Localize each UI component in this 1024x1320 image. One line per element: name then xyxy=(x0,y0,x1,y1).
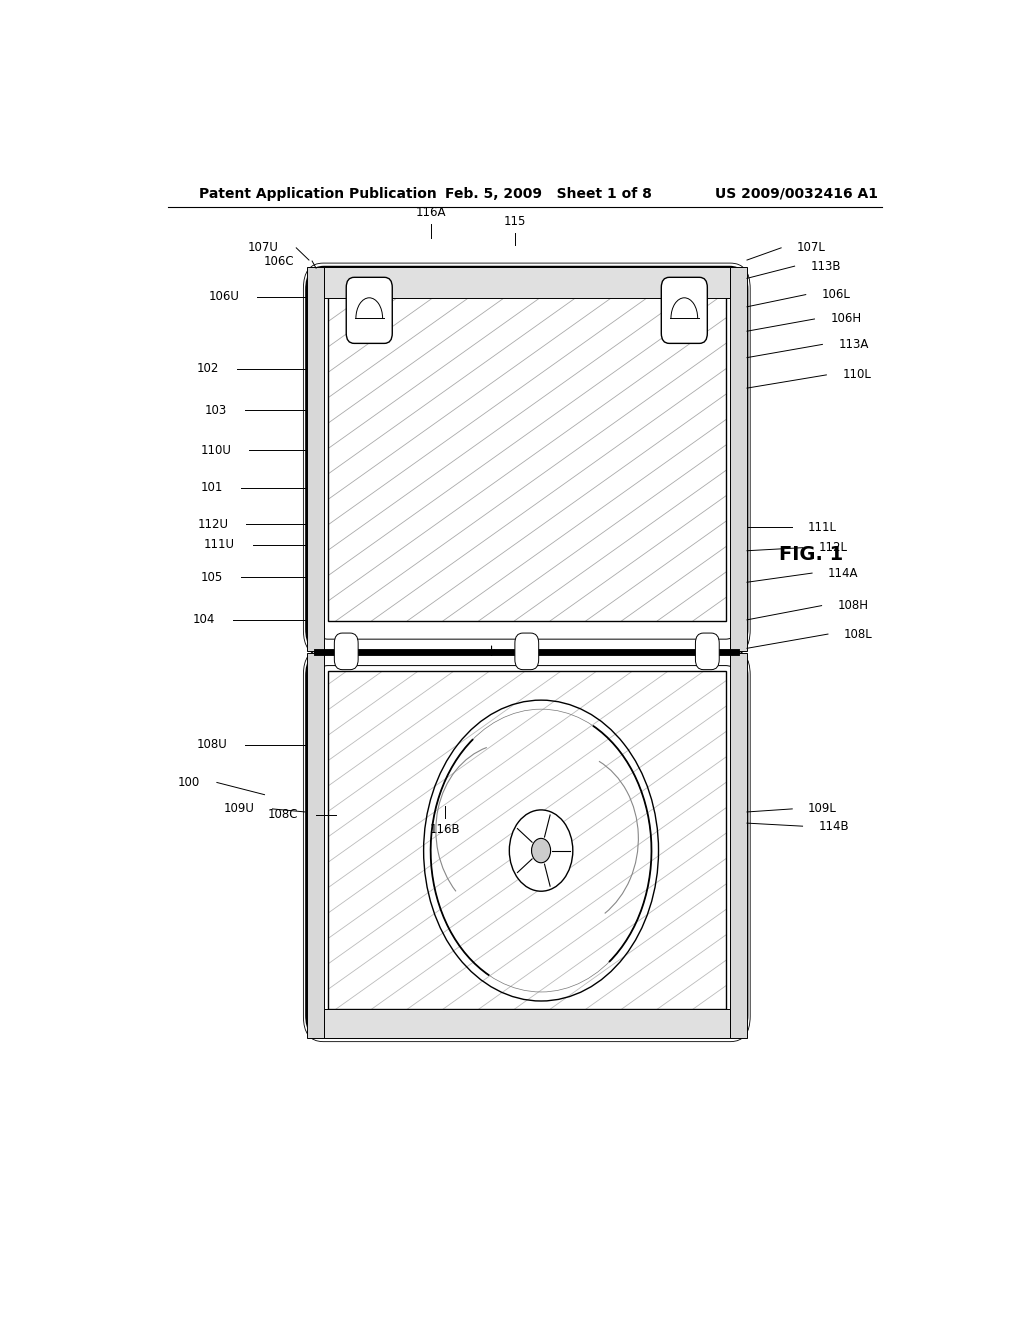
FancyBboxPatch shape xyxy=(306,267,748,651)
Text: 112L: 112L xyxy=(818,541,848,554)
Text: 110U: 110U xyxy=(201,444,231,457)
FancyBboxPatch shape xyxy=(306,653,748,1038)
Bar xyxy=(328,285,726,620)
FancyBboxPatch shape xyxy=(662,277,708,343)
Text: US 2009/0032416 A1: US 2009/0032416 A1 xyxy=(715,187,879,201)
Text: 111U: 111U xyxy=(204,539,236,552)
Text: 108L: 108L xyxy=(844,627,872,640)
Text: 113B: 113B xyxy=(811,260,841,273)
Text: 103: 103 xyxy=(205,404,227,417)
Bar xyxy=(729,267,748,651)
Text: 107U: 107U xyxy=(248,242,279,255)
Text: Feb. 5, 2009   Sheet 1 of 8: Feb. 5, 2009 Sheet 1 of 8 xyxy=(445,187,652,201)
FancyBboxPatch shape xyxy=(346,277,392,343)
FancyBboxPatch shape xyxy=(695,634,719,669)
Text: 102: 102 xyxy=(197,362,219,375)
Text: 109L: 109L xyxy=(808,803,837,816)
Text: 113A: 113A xyxy=(839,338,868,351)
Text: 110L: 110L xyxy=(842,368,871,381)
Text: 106L: 106L xyxy=(821,288,851,301)
Text: 101: 101 xyxy=(201,482,223,494)
Text: 106C: 106C xyxy=(264,255,295,268)
Text: 108C: 108C xyxy=(268,808,299,821)
Text: 104: 104 xyxy=(193,614,215,627)
Text: 108H: 108H xyxy=(838,599,868,612)
Text: 109U: 109U xyxy=(224,803,255,816)
Text: 106U: 106U xyxy=(208,290,240,304)
Text: 115: 115 xyxy=(504,215,526,227)
Bar xyxy=(306,653,324,1038)
Circle shape xyxy=(531,838,551,863)
Text: 116A: 116A xyxy=(416,206,446,219)
Bar xyxy=(324,267,729,297)
Text: 100: 100 xyxy=(177,776,200,789)
Circle shape xyxy=(509,810,572,891)
Text: FIG. 1: FIG. 1 xyxy=(778,545,843,564)
Text: 105: 105 xyxy=(201,570,223,583)
FancyBboxPatch shape xyxy=(515,634,539,669)
Bar xyxy=(328,671,726,1008)
Text: 107L: 107L xyxy=(797,242,826,255)
Text: 111L: 111L xyxy=(808,521,837,533)
FancyBboxPatch shape xyxy=(334,634,358,669)
Bar xyxy=(306,267,324,651)
Text: 112U: 112U xyxy=(198,517,228,531)
Text: 114B: 114B xyxy=(818,820,849,833)
Bar xyxy=(324,1008,729,1038)
Text: 114A: 114A xyxy=(828,566,858,579)
Text: 116B: 116B xyxy=(430,824,461,836)
Text: Patent Application Publication: Patent Application Publication xyxy=(200,187,437,201)
Bar xyxy=(729,653,748,1038)
Text: 108U: 108U xyxy=(197,738,227,751)
Text: 106H: 106H xyxy=(830,313,861,326)
